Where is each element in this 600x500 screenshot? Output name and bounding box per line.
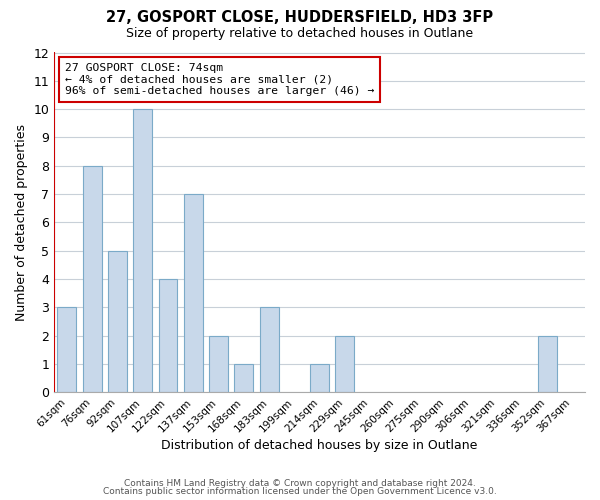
Bar	[108, 250, 127, 392]
Bar	[538, 336, 557, 392]
X-axis label: Distribution of detached houses by size in Outlane: Distribution of detached houses by size …	[161, 440, 478, 452]
Text: 27 GOSPORT CLOSE: 74sqm
← 4% of detached houses are smaller (2)
96% of semi-deta: 27 GOSPORT CLOSE: 74sqm ← 4% of detached…	[65, 62, 374, 96]
Text: Contains HM Land Registry data © Crown copyright and database right 2024.: Contains HM Land Registry data © Crown c…	[124, 478, 476, 488]
Bar	[83, 166, 101, 392]
Y-axis label: Number of detached properties: Number of detached properties	[15, 124, 28, 321]
Bar	[310, 364, 329, 392]
Text: Size of property relative to detached houses in Outlane: Size of property relative to detached ho…	[127, 28, 473, 40]
Bar	[184, 194, 203, 392]
Bar	[235, 364, 253, 392]
Text: 27, GOSPORT CLOSE, HUDDERSFIELD, HD3 3FP: 27, GOSPORT CLOSE, HUDDERSFIELD, HD3 3FP	[106, 10, 494, 25]
Bar	[335, 336, 355, 392]
Bar	[133, 109, 152, 392]
Bar	[209, 336, 228, 392]
Bar	[158, 279, 178, 392]
Text: Contains public sector information licensed under the Open Government Licence v3: Contains public sector information licen…	[103, 487, 497, 496]
Bar	[58, 308, 76, 392]
Bar	[260, 308, 278, 392]
